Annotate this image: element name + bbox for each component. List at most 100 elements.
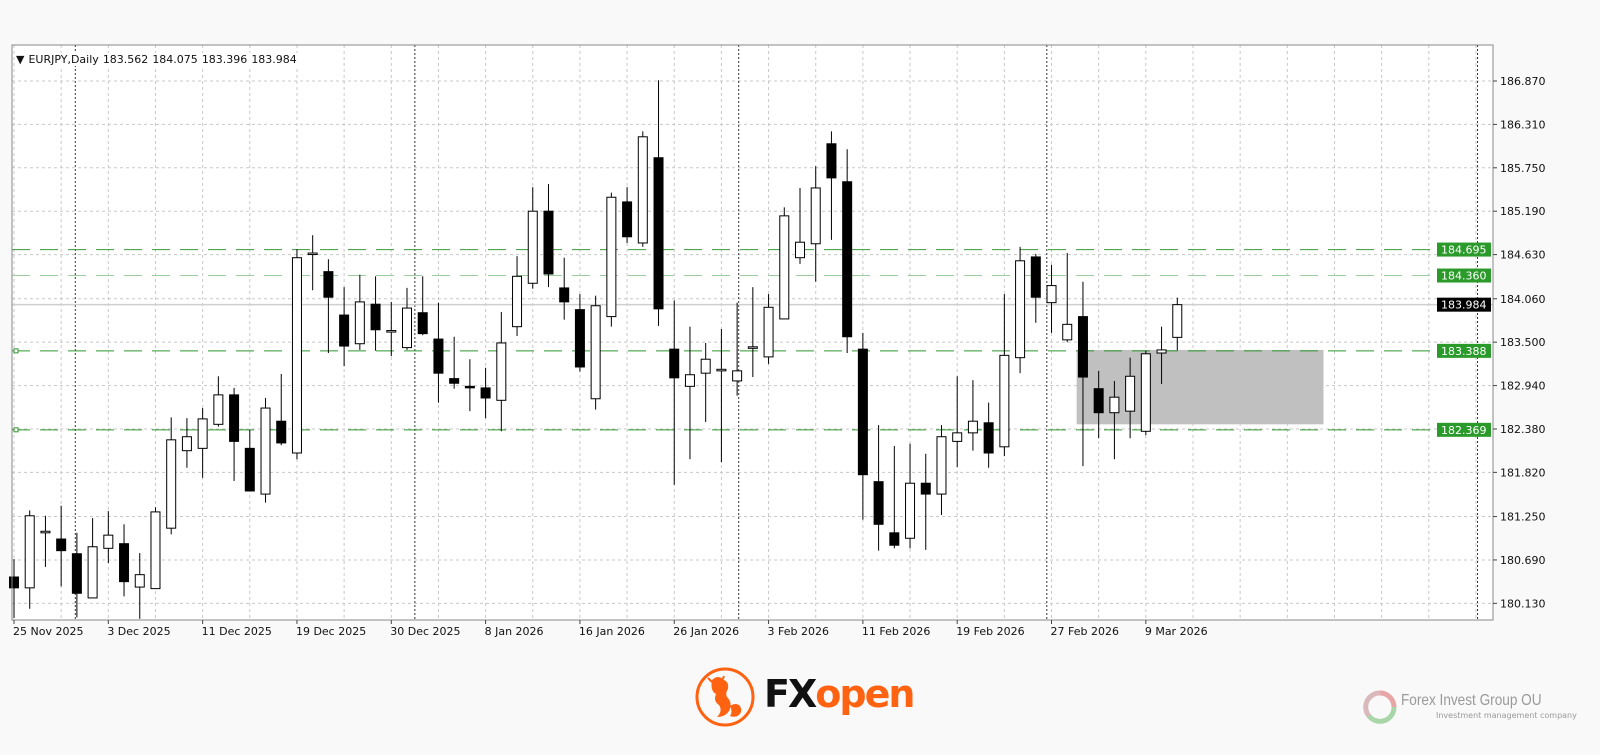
candle xyxy=(512,256,523,336)
candle-body-bear xyxy=(873,481,884,525)
candle-body-bear xyxy=(983,422,994,454)
candle-body-bull xyxy=(716,368,727,372)
candle xyxy=(150,507,161,590)
price-label-bg xyxy=(1437,242,1491,257)
fig-brand-name: Forex Invest Group OU xyxy=(1401,692,1542,709)
candle xyxy=(244,429,255,492)
candle-body-bear xyxy=(889,532,900,546)
candle xyxy=(1109,380,1120,460)
candle xyxy=(637,131,648,247)
candle-body-bull xyxy=(1140,353,1151,432)
candle-body-bull xyxy=(1015,260,1026,359)
candle xyxy=(181,418,192,468)
price-label-bg xyxy=(1437,297,1491,312)
y-tick-label: 182.380 xyxy=(1500,423,1546,436)
candle-body-bear xyxy=(449,378,460,384)
low-value: 183.396 xyxy=(201,53,248,66)
candle xyxy=(873,425,884,551)
candle-body-bull xyxy=(386,330,397,333)
candle-body-bear xyxy=(276,420,287,444)
candle xyxy=(464,359,475,412)
candle-body-bull xyxy=(1125,375,1136,412)
triangle-down-icon[interactable]: ▼ xyxy=(16,53,25,66)
candle xyxy=(606,192,617,327)
y-tick-label: 180.690 xyxy=(1500,554,1546,567)
candle xyxy=(56,505,67,587)
candle-body-bull xyxy=(779,215,790,320)
candle xyxy=(700,342,711,422)
candle-body-bull xyxy=(512,275,523,328)
candle xyxy=(795,187,805,264)
y-tick-label: 186.870 xyxy=(1500,75,1546,88)
candle xyxy=(559,257,570,320)
candle xyxy=(905,443,916,549)
candle-body-bull xyxy=(590,305,601,400)
candle xyxy=(339,287,350,367)
candle-body-bull xyxy=(1046,285,1057,304)
candle-body-bear xyxy=(653,157,664,310)
chart-header: ▼ EURJPY,Daily 183.562 184.075 183.396 183.98… xyxy=(16,53,301,66)
x-tick-label: 30 Dec 2025 xyxy=(390,625,460,638)
candle-body-bear xyxy=(543,210,554,275)
symbol-label: EURJPY,Daily xyxy=(28,53,99,66)
y-tick-label: 180.130 xyxy=(1500,597,1546,610)
candle xyxy=(40,515,51,567)
candle-body-bull xyxy=(150,511,161,590)
x-tick-label: 19 Dec 2025 xyxy=(296,625,366,638)
candle xyxy=(527,187,538,289)
candle xyxy=(826,131,837,240)
candle-body-bear xyxy=(1093,388,1104,414)
candle-body-bull xyxy=(1156,349,1167,354)
price-label: 183.984 xyxy=(1441,299,1487,312)
candle-body-bear xyxy=(56,538,67,552)
candle-body-bull xyxy=(40,530,51,534)
candle-body-bull xyxy=(24,515,35,589)
candle xyxy=(9,559,19,619)
level-anchor-marker xyxy=(13,348,19,354)
fig-brand-tagline: Investment management company xyxy=(1436,711,1577,720)
candle-body-bear xyxy=(417,312,428,335)
candle-body-bull xyxy=(763,306,774,358)
candle xyxy=(1140,350,1151,436)
candle-body-bull xyxy=(732,370,743,382)
candle xyxy=(684,326,695,460)
candle xyxy=(229,387,240,481)
price-label: 183.388 xyxy=(1441,345,1487,358)
candle xyxy=(842,149,853,354)
candle xyxy=(103,511,114,564)
candle-body-bull xyxy=(967,420,978,434)
candle xyxy=(999,294,1010,457)
candle xyxy=(496,311,507,432)
y-tick-label: 181.250 xyxy=(1500,511,1546,524)
candle-body-bear xyxy=(9,576,19,589)
price-label: 182.369 xyxy=(1441,424,1487,437)
x-tick-label: 3 Feb 2026 xyxy=(768,625,829,638)
y-tick-label: 185.190 xyxy=(1500,205,1546,218)
candle xyxy=(386,301,397,357)
price-label-bg xyxy=(1437,268,1491,283)
candle-body-bull xyxy=(354,301,365,345)
candle-body-bull xyxy=(496,342,507,401)
candle xyxy=(716,329,727,463)
x-tick-label: 8 Jan 2026 xyxy=(485,625,544,638)
candle xyxy=(889,446,900,549)
candle xyxy=(213,376,224,427)
candle xyxy=(87,518,98,599)
x-tick-label: 11 Feb 2026 xyxy=(862,625,930,638)
y-tick-label: 181.820 xyxy=(1500,466,1546,479)
candle-body-bull xyxy=(684,374,695,387)
price-label-bg xyxy=(1437,422,1491,437)
candle-body-bull xyxy=(103,534,114,549)
candle-body-bull xyxy=(810,187,821,245)
high-value: 184.075 xyxy=(152,53,198,66)
y-tick-label: 183.500 xyxy=(1500,336,1546,349)
candle xyxy=(1030,253,1041,323)
y-tick-label: 185.750 xyxy=(1500,162,1546,175)
x-tick-label: 26 Jan 2026 xyxy=(673,625,739,638)
x-tick-label: 27 Feb 2026 xyxy=(1051,625,1119,638)
candle-body-bear xyxy=(826,143,837,179)
candle-body-bull xyxy=(291,257,302,454)
candle-body-bear xyxy=(559,287,570,303)
candle-body-bull xyxy=(181,436,192,452)
candle-body-bear xyxy=(842,181,853,338)
